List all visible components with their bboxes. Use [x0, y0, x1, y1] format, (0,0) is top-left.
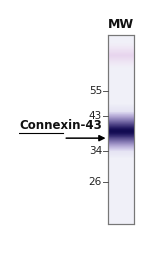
Bar [108, 35, 134, 224]
Text: Connexin-43: Connexin-43 [19, 119, 102, 132]
Text: 55: 55 [89, 86, 102, 96]
Text: MW: MW [108, 18, 134, 31]
Text: 34: 34 [89, 146, 102, 156]
Text: 43: 43 [89, 111, 102, 121]
Text: 26: 26 [89, 177, 102, 187]
